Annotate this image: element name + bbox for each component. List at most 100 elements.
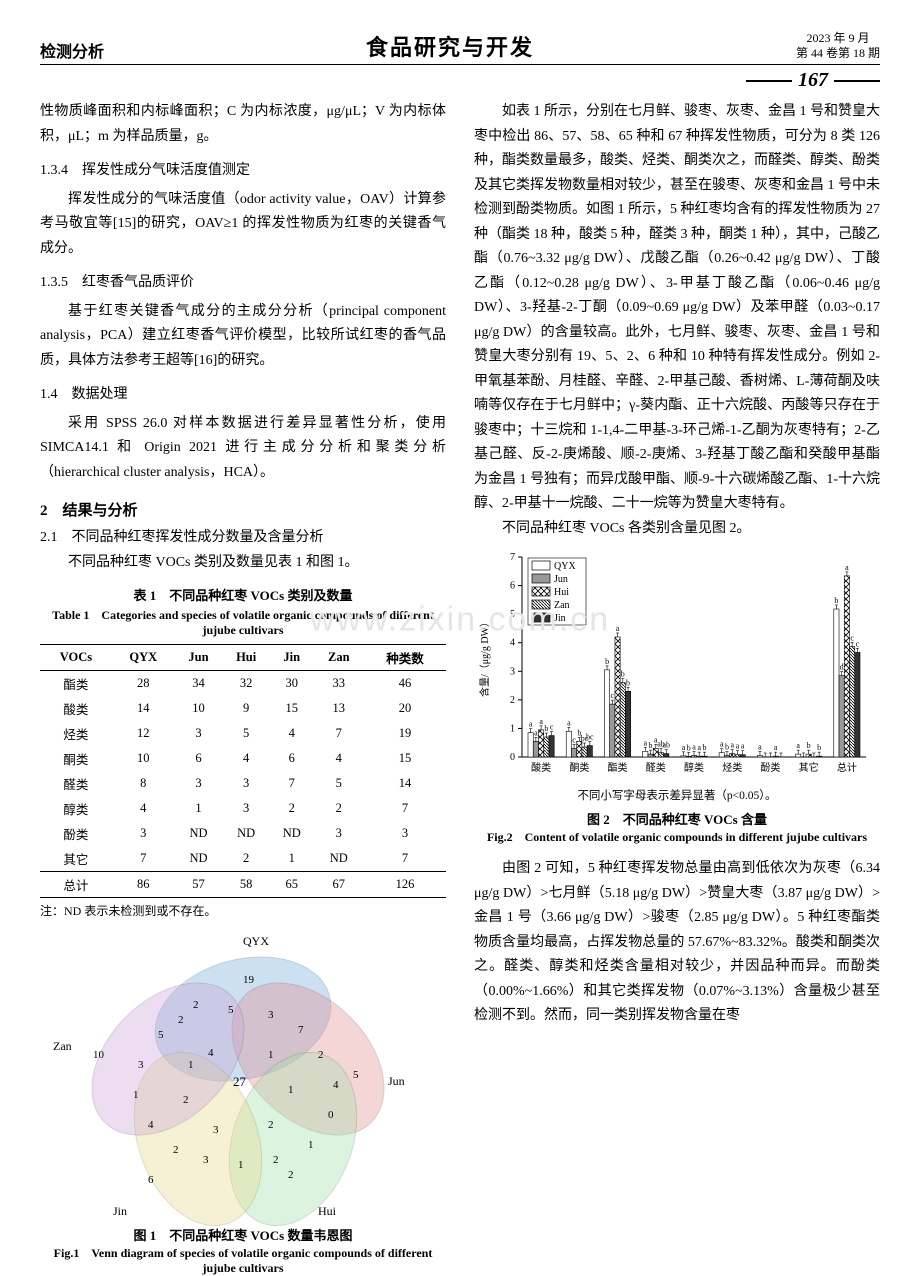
- table-cell: 酸类: [40, 696, 112, 721]
- fig2-barchart: 01234567含量/（μg/g DW）QYXJunHuiZanJinaaabc…: [474, 545, 874, 785]
- table-cell: 醇类: [40, 796, 112, 821]
- table-row: 烃类12354719: [40, 721, 446, 746]
- svg-text:a: a: [692, 743, 696, 752]
- svg-text:b: b: [605, 657, 609, 666]
- svg-text:c: c: [550, 723, 554, 732]
- table-cell: 4: [270, 721, 314, 746]
- table1-col-header: Hui: [222, 645, 270, 671]
- svg-text:a: a: [845, 563, 849, 572]
- table-cell: 2: [222, 846, 270, 872]
- venn-region-count: 3: [268, 1009, 274, 1021]
- table-cell: ND: [175, 821, 223, 846]
- table-cell: 7: [364, 846, 446, 872]
- table-cell: 10: [175, 696, 223, 721]
- venn-region-count: 1: [308, 1139, 314, 1151]
- venn-region-count: 4: [333, 1079, 339, 1091]
- venn-region-count: 5: [228, 1004, 234, 1016]
- svg-text:a: a: [529, 720, 533, 729]
- venn-center-count: 27: [233, 1074, 246, 1090]
- table-cell: 12: [112, 721, 175, 746]
- venn-set-label: Hui: [318, 1204, 336, 1219]
- svg-text:a: a: [774, 743, 778, 752]
- table-cell: 5: [314, 771, 364, 796]
- table-cell: 8: [112, 771, 175, 796]
- table-cell: 67: [314, 872, 364, 898]
- svg-text:酚类: 酚类: [760, 761, 780, 774]
- table-row: 醇类413227: [40, 796, 446, 821]
- table-cell: 15: [364, 746, 446, 771]
- svg-text:c: c: [572, 735, 576, 744]
- vol-issue: 第 44 卷第 18 期: [796, 46, 880, 62]
- results-para-1: 如表 1 所示，分别在七月鲜、骏枣、灰枣、金昌 1 号和赞皇大枣中检出 86、5…: [474, 100, 880, 517]
- svg-text:b: b: [702, 743, 706, 752]
- table-cell: ND: [222, 821, 270, 846]
- svg-text:其它: 其它: [799, 761, 819, 774]
- svg-text:b: b: [834, 596, 838, 605]
- journal-name: 食品研究与开发: [366, 30, 534, 62]
- venn-region-count: 1: [188, 1059, 194, 1071]
- venn-region-count: 4: [208, 1047, 214, 1059]
- pagenum-line-left: [746, 80, 792, 82]
- pub-date: 2023 年 9 月: [796, 31, 880, 47]
- page-number: 167: [792, 69, 834, 92]
- results-para-2: 由图 2 可知，5 种红枣挥发物总量由高到低依次为灰枣（6.34 μg/g DW…: [474, 857, 880, 1029]
- venn-region-count: 2: [193, 999, 199, 1011]
- heading-1-3-5: 1.3.5 红枣香气品质评价: [40, 271, 446, 296]
- svg-text:a: a: [539, 717, 543, 726]
- svg-text:QYX: QYX: [554, 561, 576, 572]
- venn-region-count: 10: [93, 1049, 104, 1061]
- svg-text:a: a: [720, 740, 724, 749]
- svg-text:a: a: [758, 743, 762, 752]
- table-cell: 6: [270, 746, 314, 771]
- svg-text:a: a: [616, 624, 620, 633]
- table-cell: 28: [112, 671, 175, 697]
- svg-text:酯类: 酯类: [608, 761, 628, 774]
- svg-text:Hui: Hui: [554, 587, 569, 598]
- svg-text:6: 6: [510, 581, 515, 592]
- svg-text:b: b: [807, 741, 811, 750]
- table-cell: 7: [112, 846, 175, 872]
- svg-text:bc: bc: [586, 733, 594, 742]
- table-row: 酚类3NDNDND33: [40, 821, 446, 846]
- table-cell: 4: [222, 746, 270, 771]
- svg-text:3: 3: [510, 666, 515, 677]
- svg-text:a: a: [567, 718, 571, 727]
- table1-col-header: Jun: [175, 645, 223, 671]
- heading-1-4: 1.4 数据处理: [40, 383, 446, 408]
- table-cell: 3: [222, 796, 270, 821]
- table-cell: 20: [364, 696, 446, 721]
- table-cell: 32: [222, 671, 270, 697]
- table-cell: 3: [175, 771, 223, 796]
- page-number-row: 167: [40, 69, 880, 92]
- table-cell: 总计: [40, 872, 112, 898]
- table-cell: 5: [222, 721, 270, 746]
- table-cell: 醛类: [40, 771, 112, 796]
- svg-text:a: a: [682, 743, 686, 752]
- table-cell: 14: [112, 696, 175, 721]
- venn-region-count: 2: [273, 1154, 279, 1166]
- svg-text:总计: 总计: [837, 761, 857, 774]
- svg-text:Zan: Zan: [554, 600, 570, 611]
- table-cell: 13: [314, 696, 364, 721]
- table1-col-header: Jin: [270, 645, 314, 671]
- venn-region-count: 0: [328, 1109, 334, 1121]
- table-cell: 烃类: [40, 721, 112, 746]
- venn-region-count: 5: [353, 1069, 359, 1081]
- section-name: 检测分析: [40, 38, 104, 62]
- continuation-para: 性物质峰面积和内标峰面积；C 为内标浓度，μg/μL；V 为内标体积，μL；m …: [40, 100, 446, 149]
- table1-col-header: QYX: [112, 645, 175, 671]
- table1-title-cn: 表 1 不同品种红枣 VOCs 类别及数量: [40, 585, 446, 604]
- svg-text:a: a: [697, 743, 701, 752]
- svg-text:b: b: [621, 670, 625, 679]
- table-cell: 酚类: [40, 821, 112, 846]
- svg-text:酸类: 酸类: [531, 761, 551, 774]
- svg-text:Jin: Jin: [554, 613, 566, 624]
- table-cell: 4: [314, 746, 364, 771]
- right-column: 如表 1 所示，分别在七月鲜、骏枣、灰枣、金昌 1 号和赞皇大枣中检出 86、5…: [474, 100, 880, 1276]
- svg-text:a: a: [741, 742, 745, 751]
- venn-region-count: 3: [203, 1154, 209, 1166]
- table1: VOCsQYXJunHuiJinZan种类数 酯类283432303346酸类1…: [40, 644, 446, 898]
- venn-region-count: 1: [133, 1089, 139, 1101]
- svg-text:b: b: [626, 678, 630, 687]
- venn-region-count: 5: [158, 1029, 164, 1041]
